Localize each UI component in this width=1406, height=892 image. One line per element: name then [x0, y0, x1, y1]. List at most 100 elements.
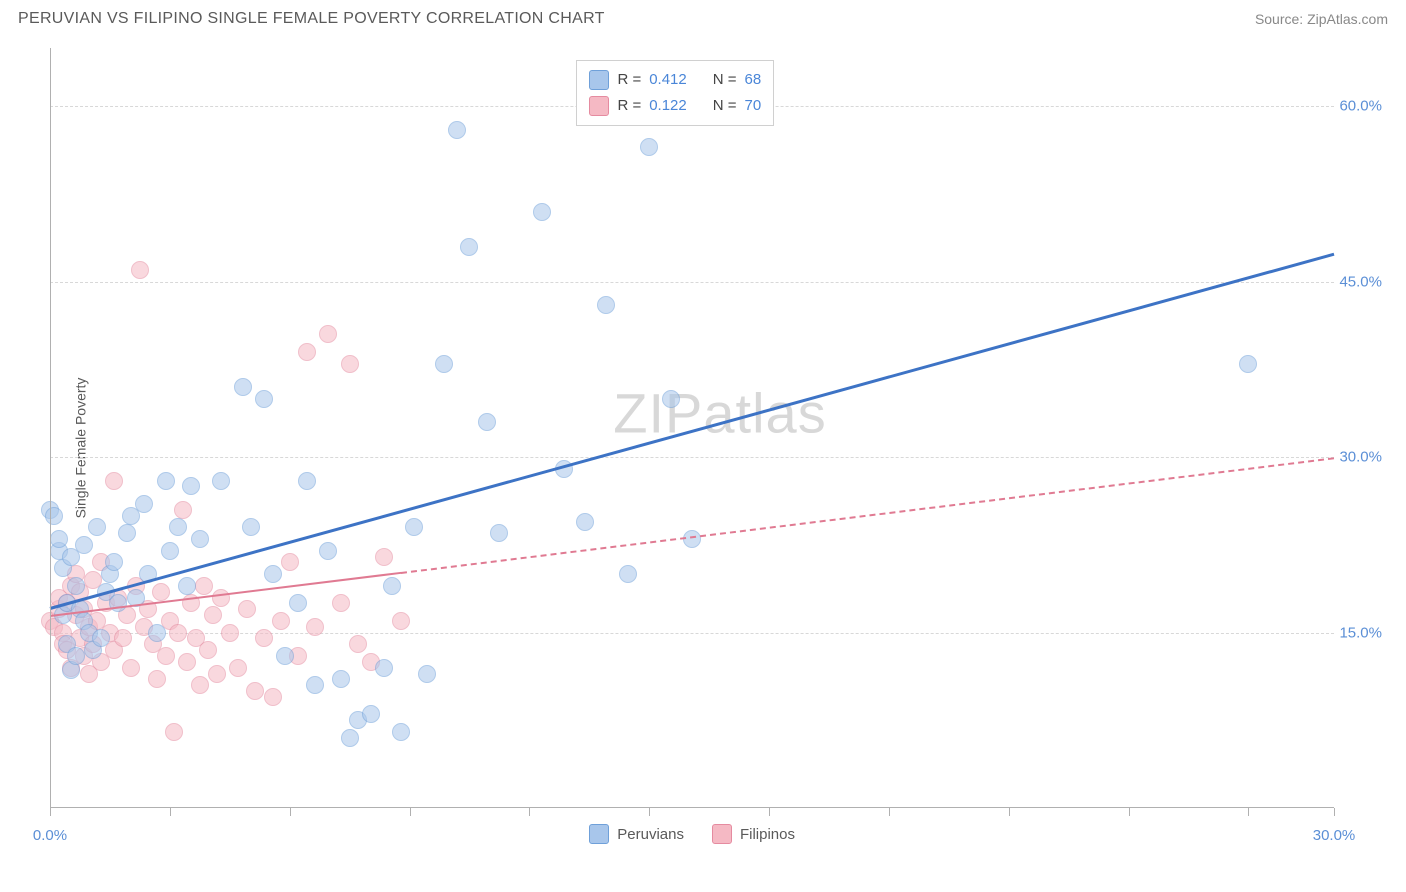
peruvians-point [478, 413, 496, 431]
peruvians-point [118, 524, 136, 542]
y-tick-label: 15.0% [1339, 624, 1382, 641]
peruvians-point [105, 553, 123, 571]
legend-label: Peruvians [617, 826, 684, 843]
filipinos-point [349, 635, 367, 653]
stats-row: R = 0.412 N = 68 [589, 67, 761, 93]
peruvians-point [490, 524, 508, 542]
peruvians-point [191, 530, 209, 548]
filipinos-point [319, 325, 337, 343]
legend-item-peruvians: Peruvians [589, 824, 684, 844]
peruvians-point [88, 518, 106, 536]
page-title: PERUVIAN VS FILIPINO SINGLE FEMALE POVER… [18, 10, 605, 28]
filipinos-point [114, 629, 132, 647]
legend-swatch [589, 824, 609, 844]
filipinos-point [131, 261, 149, 279]
peruvians-point [161, 542, 179, 560]
peruvians-point [405, 518, 423, 536]
r-value: 0.412 [649, 67, 687, 93]
peruvians-point [50, 530, 68, 548]
source-attribution: Source: ZipAtlas.com [1255, 11, 1388, 27]
correlation-chart: Single Female Poverty ZIPatlas R =0.412N… [50, 48, 1390, 848]
y-tick-label: 45.0% [1339, 273, 1382, 290]
filipinos-point [229, 659, 247, 677]
peruvians-point [289, 594, 307, 612]
peruvians-point [619, 565, 637, 583]
peruvians-point [182, 477, 200, 495]
y-tick-label: 30.0% [1339, 449, 1382, 466]
filipinos-point [255, 629, 273, 647]
peruvians-point [169, 518, 187, 536]
peruvians-point [460, 238, 478, 256]
peruvians-point [298, 472, 316, 490]
x-tick [769, 808, 770, 816]
x-tick-label: 0.0% [33, 827, 67, 844]
legend-swatch [712, 824, 732, 844]
peruvians-point [448, 121, 466, 139]
stats-legend-box: R =0.412N =68R =0.122N =70 [576, 60, 774, 126]
peruvians-point [157, 472, 175, 490]
peruvians-point [242, 518, 260, 536]
filipinos-point [298, 343, 316, 361]
filipinos-point [221, 624, 239, 642]
x-tick [1129, 808, 1130, 816]
peruvians-point [418, 665, 436, 683]
peruvians-point [362, 705, 380, 723]
gridline [50, 633, 1334, 634]
n-value: 68 [745, 67, 762, 93]
filipinos-point [246, 682, 264, 700]
peruvians-point [392, 723, 410, 741]
peruvians-point [332, 670, 350, 688]
gridline [50, 457, 1334, 458]
peruvians-point [341, 729, 359, 747]
legend-label: Filipinos [740, 826, 795, 843]
peruvians-point [533, 203, 551, 221]
peruvians-point [435, 355, 453, 373]
x-tick [50, 808, 51, 816]
peruvians-point [178, 577, 196, 595]
peruvians-point [234, 378, 252, 396]
x-tick [170, 808, 171, 816]
legend-item-filipinos: Filipinos [712, 824, 795, 844]
regression-line [401, 457, 1334, 574]
peruvians-point [383, 577, 401, 595]
filipinos-point [174, 501, 192, 519]
r-label: R = [617, 67, 641, 93]
peruvians-point [375, 659, 393, 677]
x-tick [649, 808, 650, 816]
plot-area: ZIPatlas [50, 48, 1390, 808]
x-tick [1248, 808, 1249, 816]
n-label: N = [713, 67, 737, 93]
filipinos-point [272, 612, 290, 630]
peruvians-point [92, 629, 110, 647]
filipinos-point [178, 653, 196, 671]
x-tick [290, 808, 291, 816]
series-legend: Peruvians Filipinos [589, 824, 795, 844]
filipinos-point [212, 589, 230, 607]
filipinos-point [306, 618, 324, 636]
filipinos-point [157, 647, 175, 665]
peruvians-point [640, 138, 658, 156]
peruvians-point [67, 647, 85, 665]
filipinos-point [165, 723, 183, 741]
x-tick [1009, 808, 1010, 816]
n-label: N = [713, 93, 737, 119]
r-label: R = [617, 93, 641, 119]
filipinos-point [341, 355, 359, 373]
peruvians-point [109, 594, 127, 612]
peruvians-point [276, 647, 294, 665]
filipinos-point [169, 624, 187, 642]
filipinos-point [122, 659, 140, 677]
n-value: 70 [745, 93, 762, 119]
peruvians-point [306, 676, 324, 694]
header: PERUVIAN VS FILIPINO SINGLE FEMALE POVER… [0, 0, 1406, 34]
gridline [50, 282, 1334, 283]
filipinos-point [208, 665, 226, 683]
peruvians-point [45, 507, 63, 525]
peruvians-point [576, 513, 594, 531]
regression-line [50, 253, 1335, 610]
filipinos-point [332, 594, 350, 612]
filipinos-point [392, 612, 410, 630]
filipinos-point [195, 577, 213, 595]
filipinos-point [199, 641, 217, 659]
filipinos-point [204, 606, 222, 624]
